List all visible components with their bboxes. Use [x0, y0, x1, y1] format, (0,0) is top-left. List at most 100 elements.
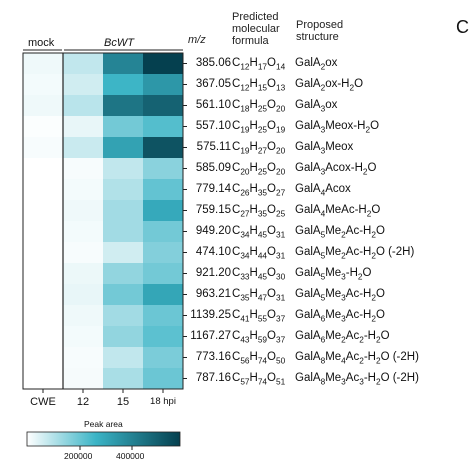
heatmap-cell [143, 116, 184, 138]
heatmap-cell [103, 200, 144, 222]
heatmap-cells [23, 53, 184, 390]
row-structure-label: GalA3Meox-H2O [295, 119, 380, 134]
heatmap-cell [103, 53, 144, 75]
heatmap-cell [63, 347, 104, 369]
row-formula-label: C34H44O31 [232, 245, 286, 260]
heatmap-cell [143, 95, 184, 117]
heatmap-cell [23, 368, 64, 390]
row-mz-label: 921.20 [195, 266, 231, 279]
row-mz-label: 759.15 [195, 203, 231, 216]
heatmap-cell [143, 368, 184, 390]
heatmap-cell [63, 368, 104, 390]
heatmap-cell [63, 95, 104, 117]
row-mz-label: 367.05 [195, 77, 231, 90]
formula-header-line-1: Predicted [232, 11, 279, 23]
mz-header: m/z [188, 34, 206, 46]
row-formula-label: C19H25O19 [232, 119, 286, 134]
heatmap-cell [63, 305, 104, 327]
heatmap-cell [63, 221, 104, 243]
heatmap-cell [63, 179, 104, 201]
row-formula-label: C57H74O51 [232, 371, 286, 386]
heatmap-cell [23, 74, 64, 96]
heatmap-cell [103, 284, 144, 306]
row-formula-label: C43H59O37 [232, 329, 286, 344]
row-mz-label: 561.10 [195, 98, 231, 111]
heatmap-cell [23, 326, 64, 348]
column-label: 18 hpi [150, 396, 176, 407]
formula-header-line-2: molecular [232, 23, 280, 35]
heatmap-cell [143, 347, 184, 369]
heatmap-cell [23, 95, 64, 117]
row-formula-label: C27H35O25 [232, 203, 286, 218]
column-label: 12 [76, 396, 90, 408]
group-label-bcwt: BcWT [104, 37, 134, 49]
row-formula-label: C12H15O13 [232, 77, 286, 92]
row-formula-label: C34H45O31 [232, 224, 286, 239]
heatmap-cell [63, 326, 104, 348]
row-structure-label: GalA5Me3-H2O [295, 266, 372, 281]
heatmap-cell [103, 221, 144, 243]
row-ticks [183, 63, 187, 379]
colorbar [26, 431, 181, 447]
row-formula-label: C41H55O37 [232, 308, 286, 323]
panel-letter: C [456, 17, 469, 37]
row-formula-label: C12H17O14 [232, 56, 286, 71]
row-formula-label: C18H25O20 [232, 98, 286, 113]
row-formula-label: C26H35O27 [232, 182, 286, 197]
heatmap-cell [143, 200, 184, 222]
heatmap-cell [103, 137, 144, 159]
row-mz-label: 963.21 [195, 287, 231, 300]
heatmap-cell [143, 305, 184, 327]
heatmap-cell [23, 347, 64, 369]
row-structure-label: GalA6Me3Ac-H2O [295, 308, 385, 323]
heatmap-cell [143, 74, 184, 96]
heatmap-cell [143, 179, 184, 201]
row-mz-label: 474.10 [195, 245, 231, 258]
row-structure-label: GalA2ox [295, 56, 338, 71]
row-structure-label: GalA8Me3Ac3-H2O (-2H) [295, 371, 419, 386]
heatmap-cell [63, 137, 104, 159]
heatmap-cell [63, 53, 104, 75]
heatmap-cell [23, 179, 64, 201]
heatmap-cell [143, 263, 184, 285]
heatmap-cell [103, 368, 144, 390]
heatmap-cell [143, 221, 184, 243]
row-structure-label: GalA5Me2Ac-H2O (-2H) [295, 245, 415, 260]
structure-header-line-2: structure [296, 31, 339, 43]
heatmap-cell [23, 116, 64, 138]
row-structure-label: GalA2ox-H2O [295, 77, 364, 92]
row-formula-label: C56H74O50 [232, 350, 286, 365]
heatmap-cell [103, 158, 144, 180]
heatmap-cell [143, 326, 184, 348]
row-mz-label: 575.11 [196, 140, 231, 153]
heatmap-cell [23, 137, 64, 159]
heatmap-cell [63, 242, 104, 264]
row-formula-label: C20H25O20 [232, 161, 286, 176]
heatmap-cell [103, 242, 144, 264]
row-mz-label: 773.16 [195, 350, 231, 363]
heatmap-cell [23, 242, 64, 264]
row-formula-label: C33H45O30 [232, 266, 286, 281]
row-mz-label: 787.16 [195, 371, 231, 384]
row-mz-label: 557.10 [195, 119, 231, 132]
row-structure-label: GalA5Me2Ac-H2O [295, 224, 385, 239]
colorbar-title: Peak area [84, 419, 123, 429]
formula-header-line-3: formula [232, 35, 269, 47]
heatmap-cell [103, 263, 144, 285]
heatmap-cell [143, 158, 184, 180]
heatmap-cell [63, 200, 104, 222]
heatmap-cell [23, 53, 64, 75]
heatmap-cell [103, 347, 144, 369]
structure-header-line-1: Proposed [296, 19, 344, 31]
heatmap-cell [143, 284, 184, 306]
colorbar-tick-label-2: 400000 [116, 451, 145, 461]
heatmap-cell [23, 200, 64, 222]
row-mz-label: 1167.27 [190, 329, 231, 342]
heatmap-cell [143, 53, 184, 75]
row-structure-label: GalA3Meox [295, 140, 354, 155]
column-label: 15 [116, 396, 130, 408]
heatmap-cell [23, 263, 64, 285]
heatmap-cell [63, 74, 104, 96]
column-label: CWE [30, 396, 56, 408]
